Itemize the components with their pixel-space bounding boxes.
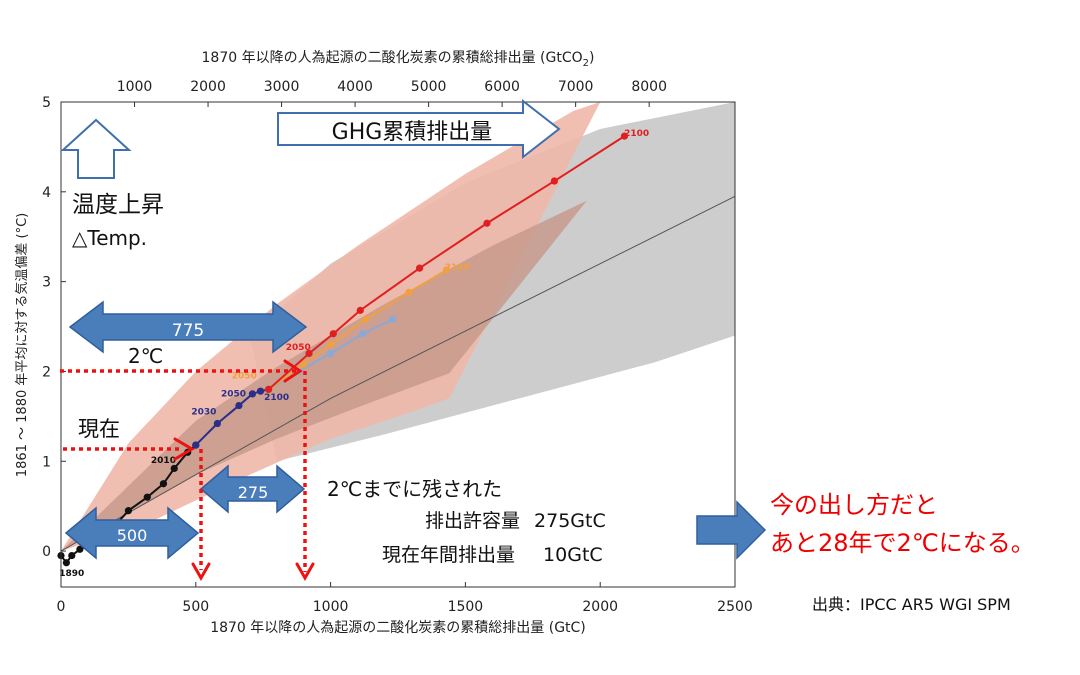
y-tick-label-3: 3 [42,275,51,291]
x-tick-label-2: 1000 [313,599,349,615]
temp-rise-label: 温度上昇 [72,192,164,218]
point-label-8: 2100 [624,129,649,139]
x2-tick-label-5: 6000 [484,79,520,95]
axes-group: 0 500 1000 1500 2000 2500 0 1 2 3 4 5 1000 2000 3000 40… [42,79,753,615]
band-2 [61,200,587,552]
x-tick-label-5: 2500 [717,599,753,615]
series-4-point-4 [415,264,424,272]
point-label-4: 2050 [232,372,257,382]
point-label-5: 2100 [264,393,289,403]
remain-line2: 排出許容量 275GtC [425,510,606,532]
series-4-point-5 [483,219,491,227]
y-tick-label-1: 1 [42,454,51,470]
y-tick-label-4: 4 [42,185,51,201]
series-2-point-4 [389,315,397,323]
point-label-1: 2010 [151,456,176,466]
x2-tick-label-1: 2000 [190,79,226,95]
plot-frame [60,101,736,588]
y-tick-label-2: 2 [42,364,51,380]
ghg-label: GHG累積排出量 [332,120,493,145]
series-0-point-8 [159,480,168,488]
x2-tick-label-4: 5000 [411,79,447,95]
point-label-2: 2030 [191,408,216,418]
y-axis-title: 1861 ～ 1880 年平均に対する気温偏差 (°C) [14,213,30,477]
series-1-point-1 [213,419,221,428]
x-tick-label-4: 2000 [582,599,618,615]
series-3-point-5 [442,266,451,274]
series-3-point-2 [327,340,335,349]
point-labels: 1890 2010 2030 2050 2050 2100 2050 2100 2100 [59,129,649,579]
x-axis-title: 1870 年以降の人為起源の二酸化炭素の累積総排出量 (GtC) [210,620,586,636]
temp-en-label: △Temp. [72,226,148,250]
series-4-point-1 [305,349,313,358]
label-500: 500 [117,526,148,545]
x2-tick-label-7: 8000 [631,79,667,95]
x2-tick-label-3: 4000 [337,79,373,95]
point-label-6: 2050 [286,343,311,353]
y-tick-label-0: 0 [42,544,51,560]
red-guides [60,369,307,572]
series-0-point-9 [170,464,178,473]
uncertainty-bands [61,102,735,552]
series-4-point-0 [264,385,273,394]
arrow-275 [199,464,306,514]
series-1-point-0 [192,441,200,449]
x2-tick-label-2: 3000 [264,79,300,95]
series-1-point-4 [256,387,265,395]
arrow-775 [68,300,308,354]
x-tick-label-0: 0 [57,599,66,615]
x2-axis-title: 1870 年以降の人為起源の二酸化炭素の累積総排出量 (GtCO2) [202,50,595,69]
series-3-point-1 [300,360,308,368]
arrowhead-now [173,437,195,461]
conclusion-line2: あと28年で2℃になる。 [770,529,1035,557]
series-line-4 [267,135,626,391]
label-775: 775 [172,321,204,341]
series-0-point-7 [143,493,151,501]
arrow-500 [64,506,200,560]
label-2c: 2℃ [128,344,164,368]
series-0-point-2 [68,551,76,560]
series-4-point-2 [329,330,337,338]
series-0-point-6 [124,507,132,515]
x2-tick-label-6: 7000 [558,79,594,95]
x2-tick-label-0: 1000 [117,79,153,95]
point-label-7: 2100 [445,263,470,273]
ghg-arrow [277,98,561,160]
arrowhead-now-down [191,562,211,582]
series-4-point-3 [356,306,364,314]
red-arrowheads [173,359,315,582]
arrowhead-2c [283,359,303,383]
median-line-group [61,195,735,552]
conclusion-line1: 今の出し方だと [770,491,938,519]
label-275: 275 [238,483,269,502]
series-1-point-3 [248,390,257,398]
series-3-point-3 [362,315,370,323]
source-label: 出典：IPCC AR5 WGI SPM [812,595,1011,614]
series-4-point-6 [550,177,558,185]
x-tick-label-3: 1500 [448,599,484,615]
median-line [61,195,735,552]
remain-line3: 現在年間排出量 10GtC [382,544,603,566]
series-3-point-4 [405,288,413,297]
x-tick-label-1: 500 [182,599,209,615]
series-0-point-1 [62,559,70,567]
series-2-point-3 [359,330,367,338]
temp-up-arrow [60,118,132,179]
y-tick-label-5: 5 [42,95,51,111]
label-now: 現在 [78,417,120,441]
series-4-point-7 [620,132,629,140]
point-label-3: 2050 [221,390,246,400]
series-0-point-3 [76,545,84,553]
series-1-point-2 [235,401,243,410]
arrowhead-2c-down [295,562,315,582]
conclusion-arrow [696,500,767,560]
series-2-point-2 [327,349,335,358]
point-label-0: 1890 [59,569,84,579]
remain-line1: 2℃までに残された [327,477,503,501]
